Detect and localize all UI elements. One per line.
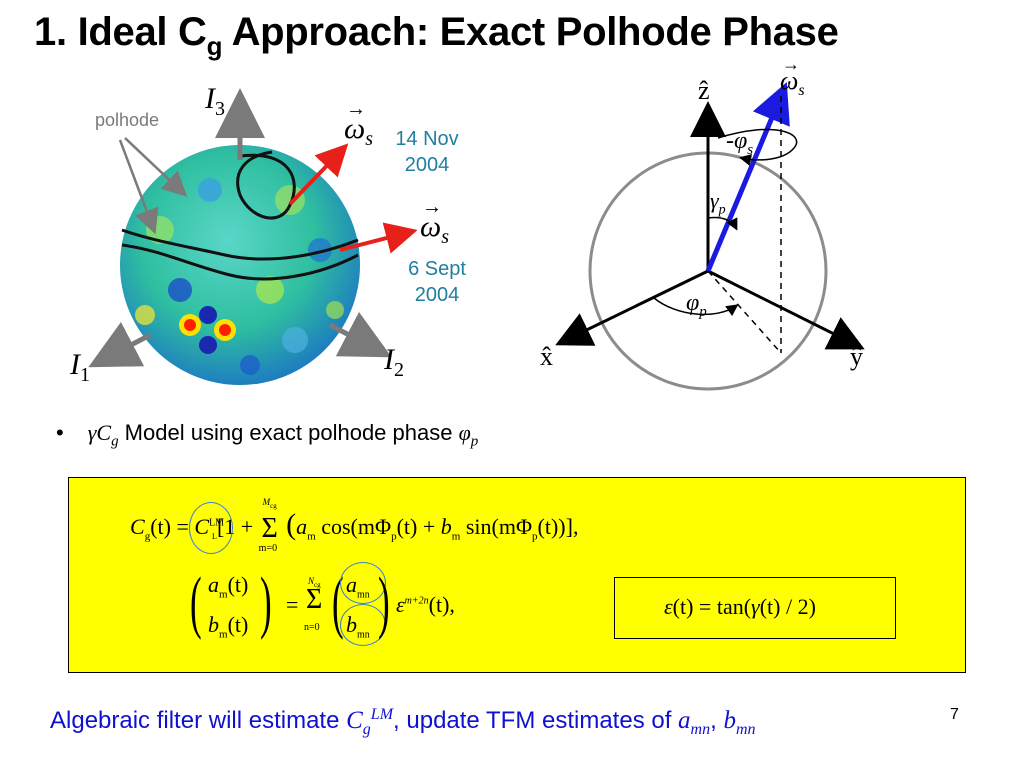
omega-label-sept: → ωs (420, 196, 449, 248)
spin-axis-arrow-nov (288, 143, 349, 206)
circle-highlight-C (189, 502, 234, 554)
polhode-pointer-1 (124, 137, 188, 197)
polhode-curve-band-lower (121, 243, 359, 281)
gamma-arc (707, 216, 738, 231)
axis-I1-label: I1 (70, 348, 90, 386)
axis-I2-label: I2 (384, 343, 404, 381)
minus-phi-s-label: -φs (726, 128, 754, 158)
axis-I3-label: I3 (205, 82, 225, 120)
circle-highlight-bmn (340, 604, 386, 646)
projection-horizontal (707, 270, 782, 354)
x-label: x̂ (540, 342, 553, 371)
polhode-pointer-2 (118, 139, 159, 235)
epsilon-equation-box (614, 577, 896, 639)
y-label: ŷ (850, 342, 863, 371)
x-axis (555, 269, 709, 346)
page-title: 1. Ideal Cg Approach: Exact Polhode Phas… (34, 10, 839, 61)
spin-axis-arrow-sept (339, 222, 418, 254)
phi-s-arc (717, 128, 798, 166)
phi-p-label: φp (686, 290, 707, 320)
polhode-label: polhode (95, 110, 160, 130)
polhode-sphere-figure (88, 88, 418, 385)
axis-I2-arrow (328, 311, 392, 358)
omega-label-nov: → ωs (344, 98, 373, 150)
omega-vector (705, 82, 790, 272)
sphere (120, 145, 360, 385)
date-nov-2004: 14 Nov 2004 (395, 128, 459, 176)
bottom-note: Algebraic filter will estimate CgLM, upd… (50, 706, 756, 738)
phi-p-arc (653, 297, 739, 317)
equation-cg: Cg(t) = CLML[1 + Mcg Σ m=0 (am cos(mΦp(t… (130, 496, 579, 554)
equation-epsilon: ε(t) = tan(γ(t) / 2) (664, 594, 816, 619)
z-label: ẑ (698, 76, 710, 105)
circle-highlight-amn (340, 562, 386, 604)
page-number: 7 (950, 706, 959, 723)
polhode-curve-band-upper (121, 228, 359, 261)
gamma-p-label: γp (710, 188, 726, 218)
axis-I1-arrow (88, 321, 152, 368)
sphere-pattern (135, 178, 344, 375)
polhode-curve-top (236, 150, 296, 220)
omega-s-label: → ωs (780, 54, 805, 100)
bullet-item: • γCg Model using exact polhode phase φp (56, 420, 479, 450)
date-sept-2004: 6 Sept 2004 (408, 258, 466, 306)
frame-figure (555, 82, 865, 391)
